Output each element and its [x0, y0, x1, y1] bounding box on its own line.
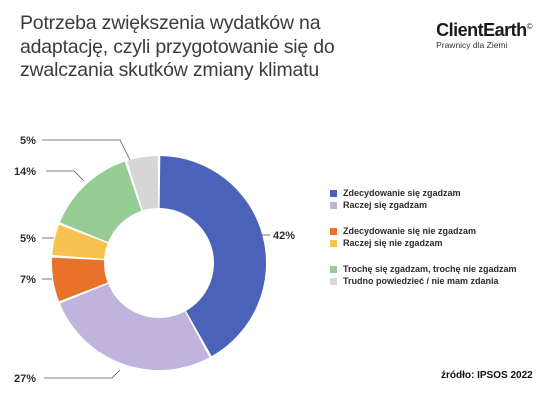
donut-slice — [52, 257, 108, 302]
slice-value-label: 5% — [20, 233, 36, 245]
source-note: źródło: IPSOS 2022 — [441, 370, 533, 381]
legend-label: Trochę się zgadzam, trochę nie zgadzam — [343, 264, 517, 274]
slice-value-label: 42% — [273, 230, 295, 242]
slice-value-label: 14% — [14, 166, 36, 178]
legend-swatch — [330, 189, 337, 197]
copyright-symbol: © — [526, 22, 533, 31]
legend-swatch — [330, 227, 337, 235]
legend-label: Raczej się zgadzam — [343, 200, 428, 210]
slice-value-label: 5% — [20, 135, 36, 147]
donut-slice — [59, 161, 142, 243]
chart-title: Potrzeba zwiększenia wydatków na adaptac… — [20, 12, 335, 81]
chart-legend: Zdecydowanie się zgadzam Raczej się zgadz… — [330, 187, 517, 301]
legend-swatch — [330, 277, 337, 285]
legend-group: Trochę się zgadzam, trochę nie zgadzam Tr… — [330, 263, 517, 287]
legend-swatch — [330, 265, 337, 273]
donut-slice — [159, 156, 266, 357]
logo-tagline: Prawnicy dla Ziemi — [436, 40, 508, 50]
clientearth-logo: ClientEarth© Prawnicy dla Ziemi — [436, 20, 532, 50]
leader-line — [42, 139, 131, 161]
legend-label: Trudno powiedzieć / nie mam zdania — [343, 276, 499, 286]
legend-item: Zdecydowanie się zgadzam — [330, 187, 517, 199]
legend-label: Zdecydowanie się nie zgadzam — [343, 226, 477, 236]
leader-line — [44, 369, 121, 379]
legend-item: Zdecydowanie się nie zgadzam — [330, 225, 517, 237]
legend-label: Raczej się nie zgadzam — [343, 238, 443, 248]
donut-slice — [127, 156, 159, 211]
logo-wordmark: ClientEarth© — [436, 20, 533, 40]
legend-item: Raczej się zgadzam — [330, 199, 517, 211]
legend-swatch — [330, 239, 337, 247]
legend-item: Raczej się nie zgadzam — [330, 237, 517, 249]
leader-line — [46, 170, 85, 182]
legend-group: Zdecydowanie się nie zgadzam Raczej się n… — [330, 225, 517, 249]
slice-value-label: 27% — [14, 373, 36, 385]
legend-item: Trochę się zgadzam, trochę nie zgadzam — [330, 263, 517, 275]
legend-group: Zdecydowanie się zgadzam Raczej się zgadz… — [330, 187, 517, 211]
slice-value-label: 7% — [20, 274, 36, 286]
legend-label: Zdecydowanie się zgadzam — [343, 188, 461, 198]
donut-slice — [52, 224, 108, 259]
donut-slice — [59, 283, 210, 370]
legend-swatch — [330, 201, 337, 209]
legend-item: Trudno powiedzieć / nie mam zdania — [330, 275, 517, 287]
